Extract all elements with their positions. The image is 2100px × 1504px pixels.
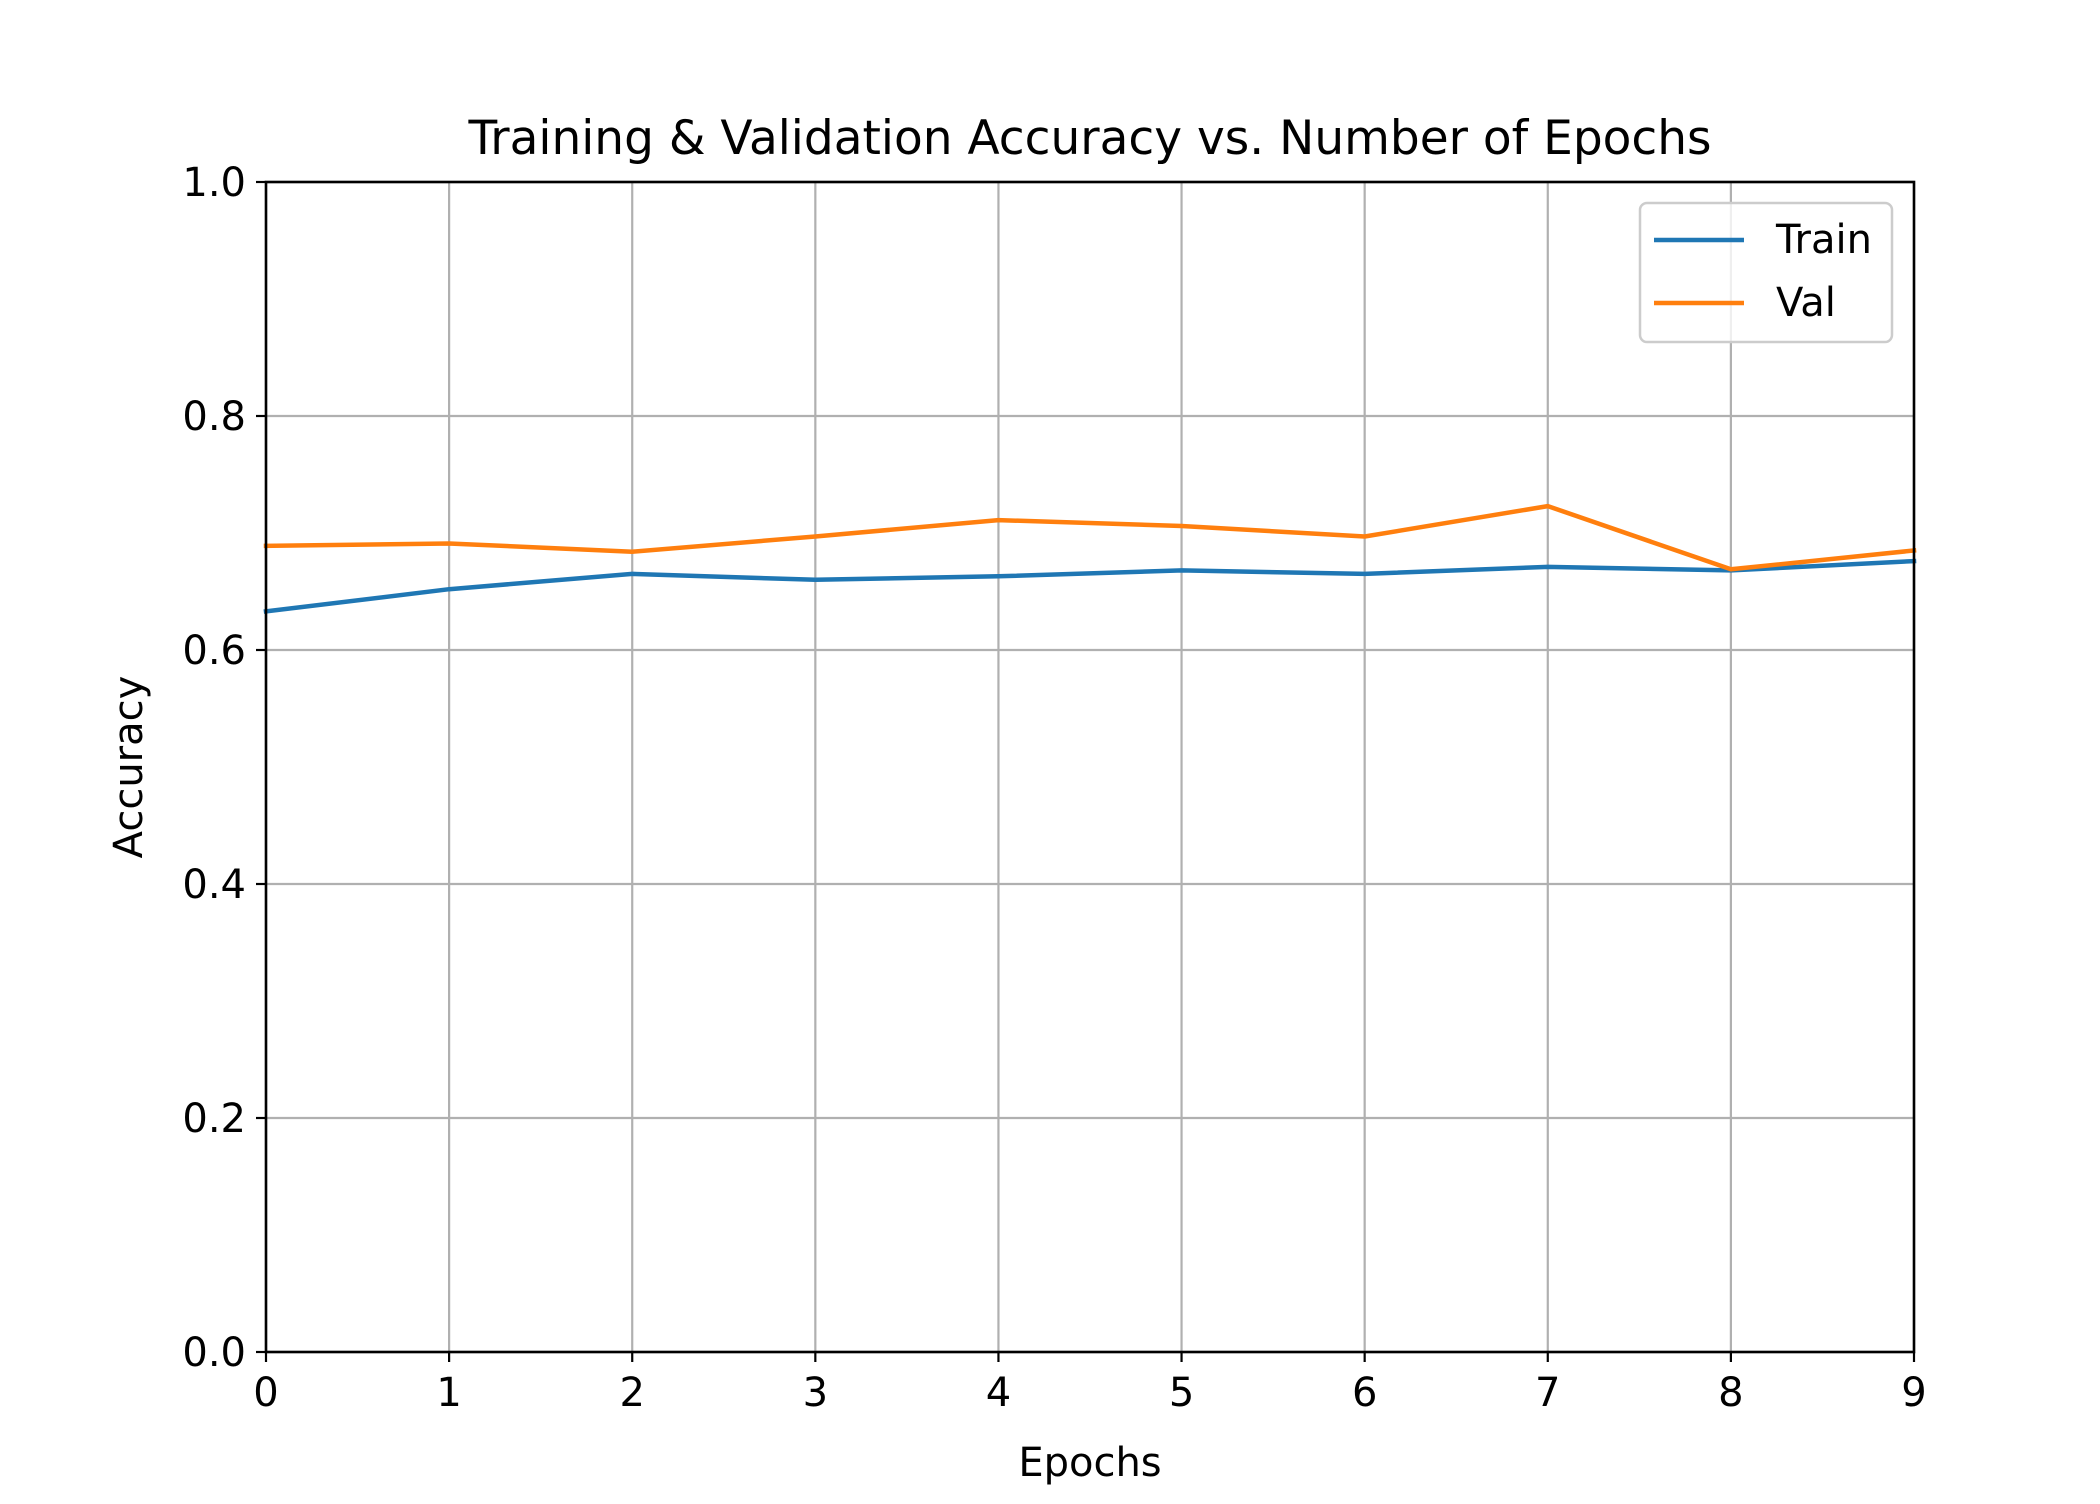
y-tick-label: 1.0 bbox=[182, 160, 246, 206]
x-tick-label: 5 bbox=[1169, 1370, 1194, 1416]
x-tick-label: 7 bbox=[1535, 1370, 1560, 1416]
legend: Train Val bbox=[1638, 201, 1894, 344]
chart-title: Training & Validation Accuracy vs. Numbe… bbox=[467, 111, 1711, 166]
plot-area-frame bbox=[264, 180, 1916, 1354]
axis-ticks: 0 1 2 3 4 5 6 7 8 9 0.0 0.2 0.4 0.6 0.8 1.0 bbox=[182, 160, 1926, 1416]
x-tick-label: 8 bbox=[1718, 1370, 1743, 1416]
x-tick-label: 2 bbox=[619, 1370, 644, 1416]
y-tick-label: 0.2 bbox=[182, 1096, 246, 1142]
legend-label-train: Train bbox=[1775, 217, 1872, 263]
series-line-val bbox=[263, 503, 1917, 572]
y-tick-label: 0.6 bbox=[182, 628, 246, 674]
x-tick-label: 0 bbox=[253, 1370, 278, 1416]
legend-label-val: Val bbox=[1776, 280, 1836, 326]
y-tick-label: 0.8 bbox=[182, 394, 246, 440]
series-line-train bbox=[263, 558, 1917, 614]
x-axis-label: Epochs bbox=[1018, 1440, 1161, 1486]
y-tick-label: 0.4 bbox=[182, 862, 246, 908]
series-lines bbox=[263, 503, 1917, 614]
x-tick-label: 6 bbox=[1352, 1370, 1377, 1416]
y-tick-label: 0.0 bbox=[182, 1330, 246, 1376]
x-tick-label: 1 bbox=[436, 1370, 461, 1416]
y-axis-label: Accuracy bbox=[106, 676, 152, 859]
x-tick-label: 4 bbox=[986, 1370, 1011, 1416]
x-tick-label: 3 bbox=[803, 1370, 828, 1416]
x-tick-label: 9 bbox=[1901, 1370, 1926, 1416]
